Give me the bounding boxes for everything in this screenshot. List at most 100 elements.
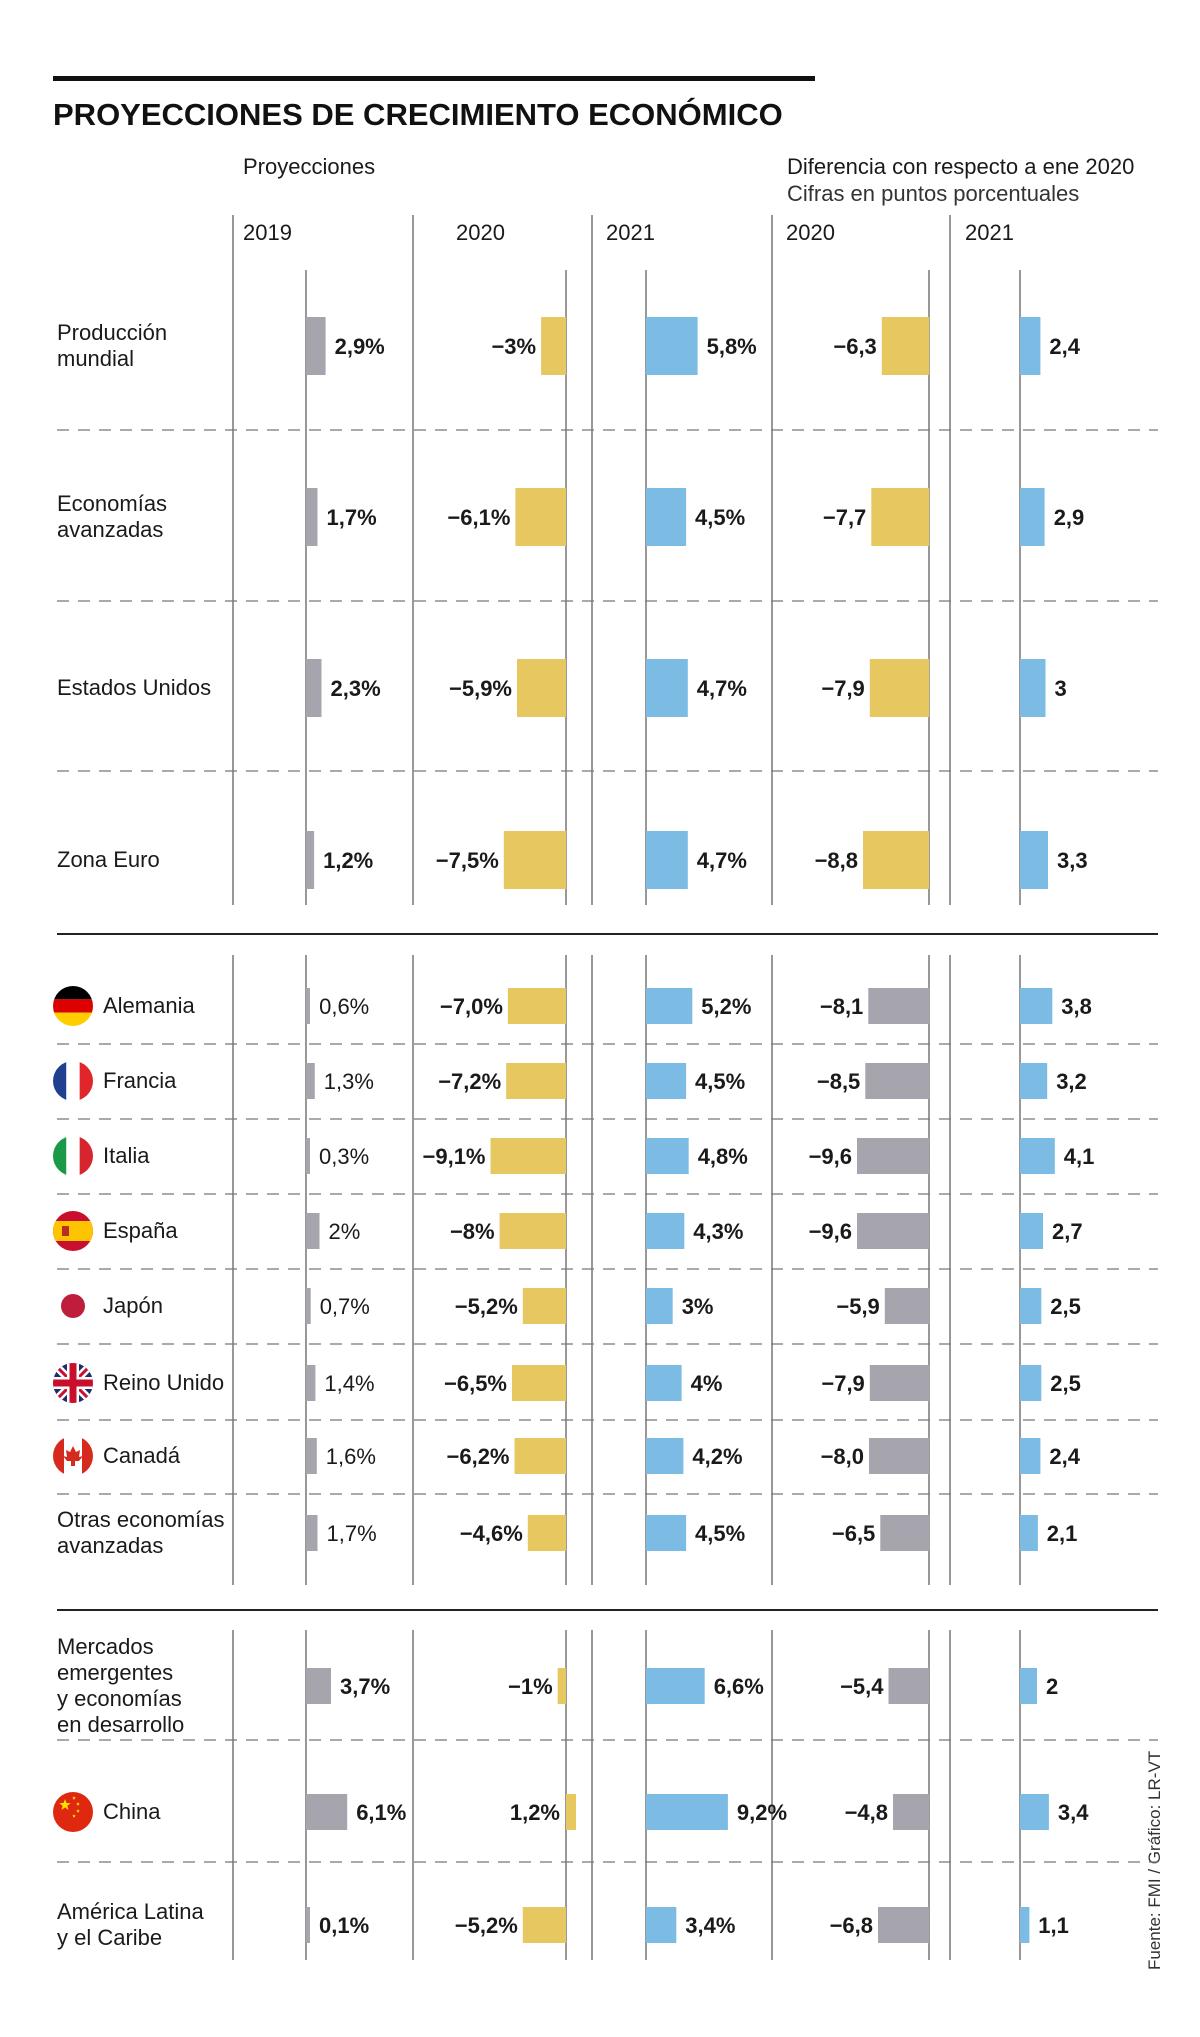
- bar: [306, 488, 318, 546]
- row-label: mundial: [57, 346, 134, 371]
- data-label: 5,2%: [701, 994, 751, 1019]
- data-label: −3%: [491, 334, 536, 359]
- bar: [1020, 317, 1041, 375]
- row-label: América Latina: [57, 1899, 205, 1924]
- data-label: 2,4: [1049, 1444, 1080, 1469]
- data-label: 1,1: [1038, 1913, 1069, 1938]
- bar: [306, 1907, 310, 1943]
- bar: [646, 659, 688, 717]
- row-label: Otras economías: [57, 1507, 225, 1532]
- row-label: avanzadas: [57, 517, 163, 542]
- data-label: 2,3%: [331, 676, 381, 701]
- bar: [893, 1794, 929, 1830]
- bar: [306, 1794, 348, 1830]
- data-label: −9,6: [809, 1144, 852, 1169]
- japan-flag: [61, 1294, 85, 1318]
- data-label: 3%: [682, 1294, 714, 1319]
- data-label: 3,8: [1061, 994, 1092, 1019]
- bar: [857, 1138, 929, 1174]
- data-label: 1,2%: [323, 848, 373, 873]
- bar: [646, 1794, 728, 1830]
- row-label: Francia: [103, 1068, 177, 1093]
- diferencia-subheader: Cifras en puntos porcentuales: [787, 181, 1079, 206]
- row-label: Canadá: [103, 1443, 181, 1468]
- data-label: −6,5: [832, 1521, 875, 1546]
- data-label: 0,3%: [319, 1144, 369, 1169]
- bar: [878, 1907, 929, 1943]
- bar: [881, 317, 930, 375]
- data-label: −8%: [450, 1219, 495, 1244]
- bar: [868, 988, 930, 1024]
- data-label: −8,5: [817, 1069, 860, 1094]
- bar: [522, 1907, 566, 1943]
- bar: [646, 831, 688, 889]
- bar: [1020, 1288, 1042, 1324]
- data-label: −7,9: [821, 676, 864, 701]
- data-label: −7,0%: [440, 994, 503, 1019]
- data-label: −7,2%: [438, 1069, 501, 1094]
- data-label: −9,1%: [423, 1144, 486, 1169]
- data-label: 4,7%: [697, 848, 747, 873]
- proyecciones-header: Proyecciones: [243, 154, 375, 179]
- row-label: Reino Unido: [103, 1370, 224, 1395]
- bar: [1020, 1138, 1055, 1174]
- data-label: −9,6: [809, 1219, 852, 1244]
- data-label: 2,7: [1052, 1219, 1083, 1244]
- italy-flag: [53, 1136, 93, 1176]
- bar: [306, 659, 322, 717]
- bar: [490, 1138, 566, 1174]
- bar: [1020, 1213, 1043, 1249]
- row-label: emergentes: [57, 1660, 173, 1685]
- row-label: avanzadas: [57, 1533, 163, 1558]
- row-label: Zona Euro: [57, 847, 160, 872]
- bar: [1020, 1907, 1030, 1943]
- data-label: −5,2%: [455, 1913, 518, 1938]
- data-label: 1,3%: [324, 1069, 374, 1094]
- data-label: 4,7%: [697, 676, 747, 701]
- bar: [863, 831, 929, 889]
- chart-title: PROYECCIONES DE CRECIMIENTO ECONÓMICO: [53, 96, 783, 132]
- bar: [1020, 1063, 1048, 1099]
- data-label: 2: [1046, 1674, 1058, 1699]
- data-label: −6,1%: [447, 505, 510, 530]
- bar: [646, 488, 687, 546]
- bar: [857, 1213, 929, 1249]
- bar: [1020, 488, 1045, 546]
- data-label: 2%: [329, 1219, 361, 1244]
- bar: [1020, 1668, 1037, 1704]
- china-flag: [53, 1792, 93, 1832]
- canada-flag: [53, 1436, 93, 1476]
- data-label: 3,2: [1056, 1069, 1087, 1094]
- bar: [869, 659, 930, 717]
- row-label: Producción: [57, 320, 167, 345]
- data-label: 0,6%: [319, 994, 369, 1019]
- data-label: 4%: [691, 1371, 723, 1396]
- year-label-2019: 2019: [243, 220, 292, 245]
- bar: [517, 659, 566, 717]
- data-label: 3,4: [1058, 1800, 1089, 1825]
- source-note: Fuente: FMI / Gráfico: LR-VT: [1145, 1751, 1164, 1970]
- bar: [541, 317, 566, 375]
- germany-flag: [53, 986, 93, 1026]
- bar: [646, 1438, 684, 1474]
- bar: [306, 1668, 331, 1704]
- data-label: 2,9: [1054, 505, 1085, 530]
- data-label: 3,7%: [340, 1674, 390, 1699]
- spain-flag: [53, 1211, 93, 1251]
- bar: [869, 1365, 930, 1401]
- diferencia-header: Diferencia con respecto a ene 2020: [787, 154, 1134, 179]
- bar: [506, 1063, 566, 1099]
- bar: [306, 1438, 317, 1474]
- bar: [1020, 659, 1046, 717]
- bar: [1020, 988, 1053, 1024]
- data-label: −5,9: [836, 1294, 879, 1319]
- row-label: España: [103, 1218, 178, 1243]
- data-label: 4,8%: [698, 1144, 748, 1169]
- row-label: Estados Unidos: [57, 675, 211, 700]
- data-label: 6,6%: [714, 1674, 764, 1699]
- bar: [522, 1288, 566, 1324]
- data-label: −1%: [508, 1674, 553, 1699]
- bar: [871, 488, 930, 546]
- bar: [306, 1138, 310, 1174]
- bar: [507, 988, 566, 1024]
